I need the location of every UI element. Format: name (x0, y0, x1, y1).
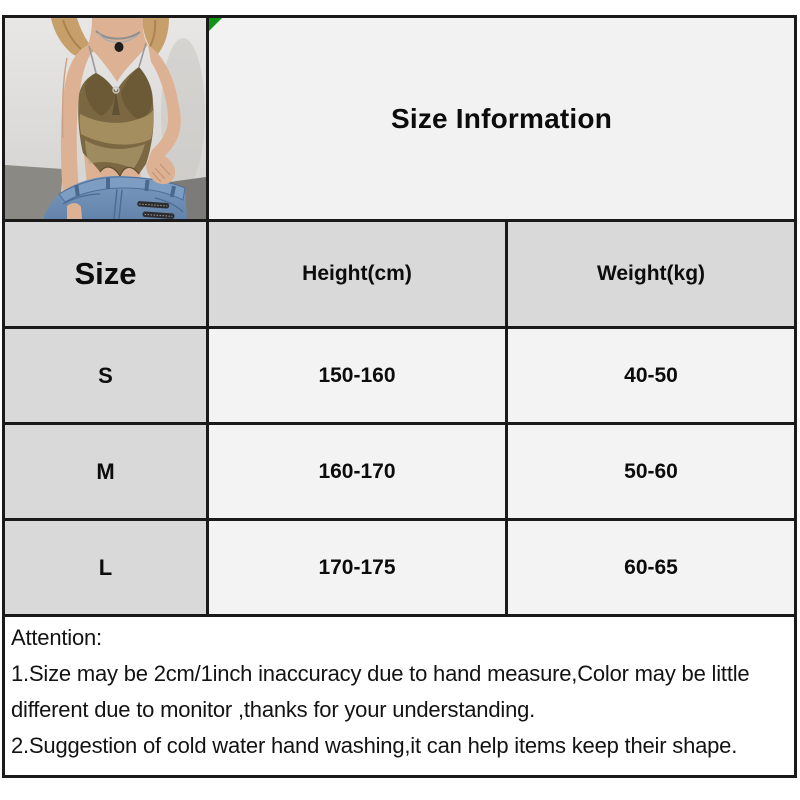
attention-title: Attention: (11, 625, 102, 650)
height-value: 170-175 (209, 521, 505, 614)
left-hand (67, 203, 82, 219)
column-header-size: Size (5, 222, 206, 326)
page-title: Size Information (391, 102, 612, 134)
couch-left (5, 165, 63, 219)
attention-note-2: 2.Suggestion of cold water hand washing,… (11, 733, 738, 758)
necklace (95, 30, 141, 52)
column-header-weight: Weight(kg) (508, 222, 794, 326)
size-chart-sheet: Size Information Size Height(cm) Weight(… (2, 15, 797, 778)
top-row: Size Information (5, 18, 794, 219)
product-photo-illustration (5, 18, 206, 219)
table-row-l: L 170-175 60-65 (5, 521, 794, 614)
hair (51, 18, 169, 57)
weight-value: 60-65 (508, 521, 794, 614)
height-value: 150-160 (209, 329, 505, 422)
camisole-straps (88, 42, 147, 74)
title-panel: Size Information (209, 18, 794, 219)
size-label: L (5, 521, 206, 614)
size-label: S (5, 329, 206, 422)
weight-value: 40-50 (508, 329, 794, 422)
size-label: M (5, 425, 206, 518)
hand-on-hip (146, 152, 176, 185)
weight-value: 50-60 (508, 425, 794, 518)
zipper-detail (137, 201, 175, 219)
wall-shadow (161, 38, 205, 188)
table-header-row: Size Height(cm) Weight(kg) (5, 222, 794, 326)
table-row-m: M 160-170 50-60 (5, 425, 794, 518)
attention-note-1: 1.Size may be 2cm/1inch inaccuracy due t… (11, 661, 750, 722)
green-corner-icon (209, 18, 222, 31)
product-photo (5, 18, 206, 219)
table-row-s: S 150-160 40-50 (5, 329, 794, 422)
camisole-top (78, 67, 154, 177)
height-value: 160-170 (209, 425, 505, 518)
column-header-height: Height(cm) (209, 222, 505, 326)
attention-note: Attention: 1.Size may be 2cm/1inch inacc… (5, 617, 794, 775)
